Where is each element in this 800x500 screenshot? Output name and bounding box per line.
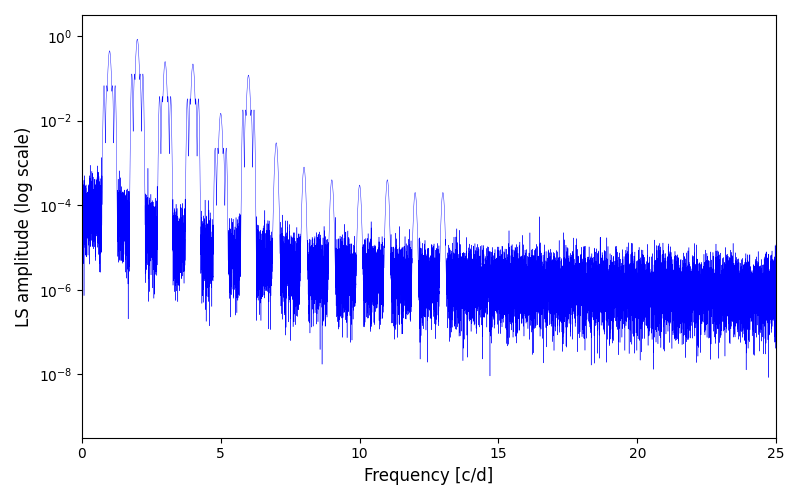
X-axis label: Frequency [c/d]: Frequency [c/d]: [364, 467, 494, 485]
Y-axis label: LS amplitude (log scale): LS amplitude (log scale): [15, 126, 33, 326]
